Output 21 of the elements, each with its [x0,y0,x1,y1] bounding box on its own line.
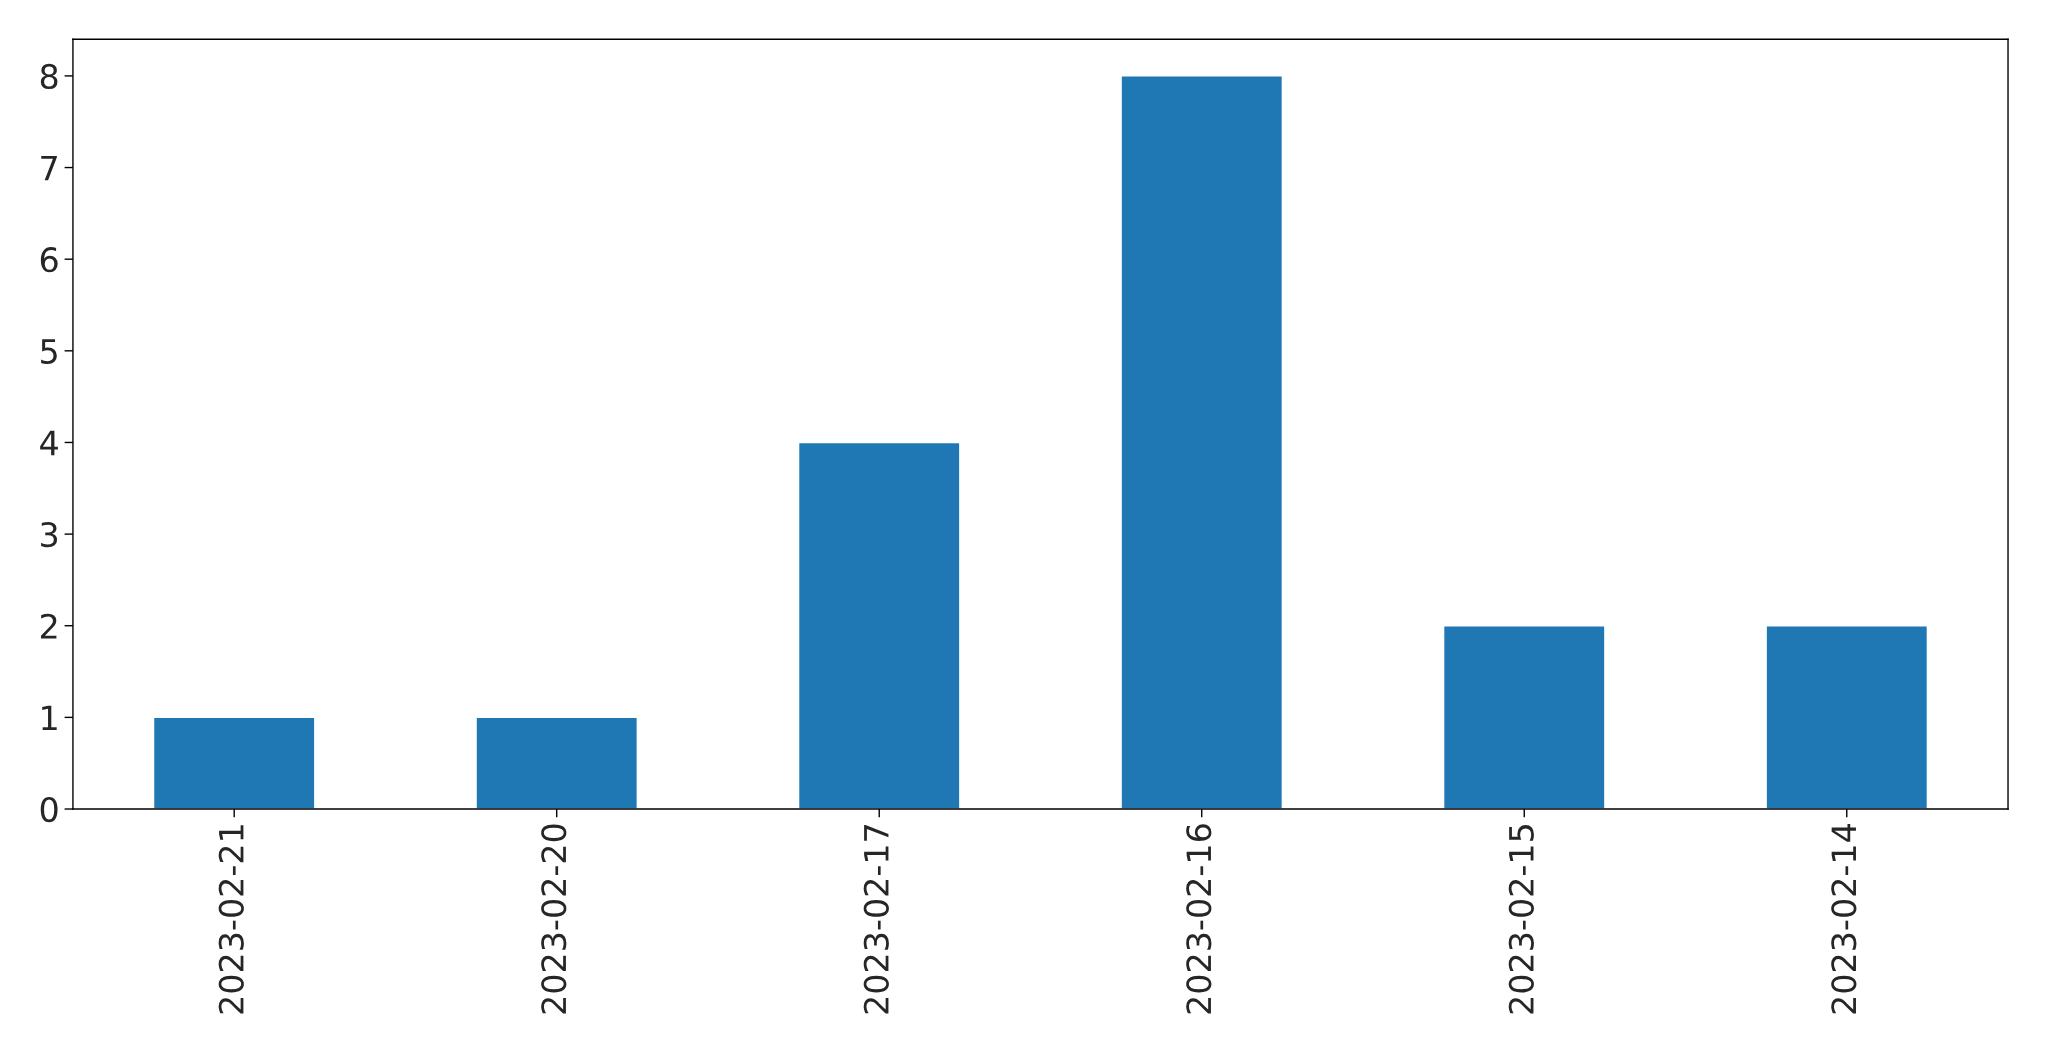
bar [1765,625,1929,810]
y-tick-label: 2 [40,613,57,639]
x-tick-label: 2023-02-17 [863,825,889,1014]
y-tick-label: 5 [41,339,57,364]
bar [1120,75,1284,810]
x-tick-label: 2023-02-14 [1831,824,1857,1014]
x-tick-label: 2023-02-21 [218,825,244,1014]
y-tick-label: 7 [41,155,57,181]
x-tick-label: 2023-02-20 [541,824,567,1014]
y-tick-label: 4 [40,430,58,456]
y-tick-label: 1 [42,705,57,731]
bar [152,716,316,810]
y-tick-label: 8 [40,63,58,90]
bar [797,441,961,810]
bar [1442,625,1606,810]
y-tick-label: 3 [41,522,58,548]
x-tick-label: 2023-02-15 [1508,825,1534,1014]
y-tick-label: 0 [40,796,58,823]
bar [475,716,639,810]
y-tick-label: 6 [40,247,58,273]
x-tick-label: 2023-02-16 [1186,824,1212,1014]
